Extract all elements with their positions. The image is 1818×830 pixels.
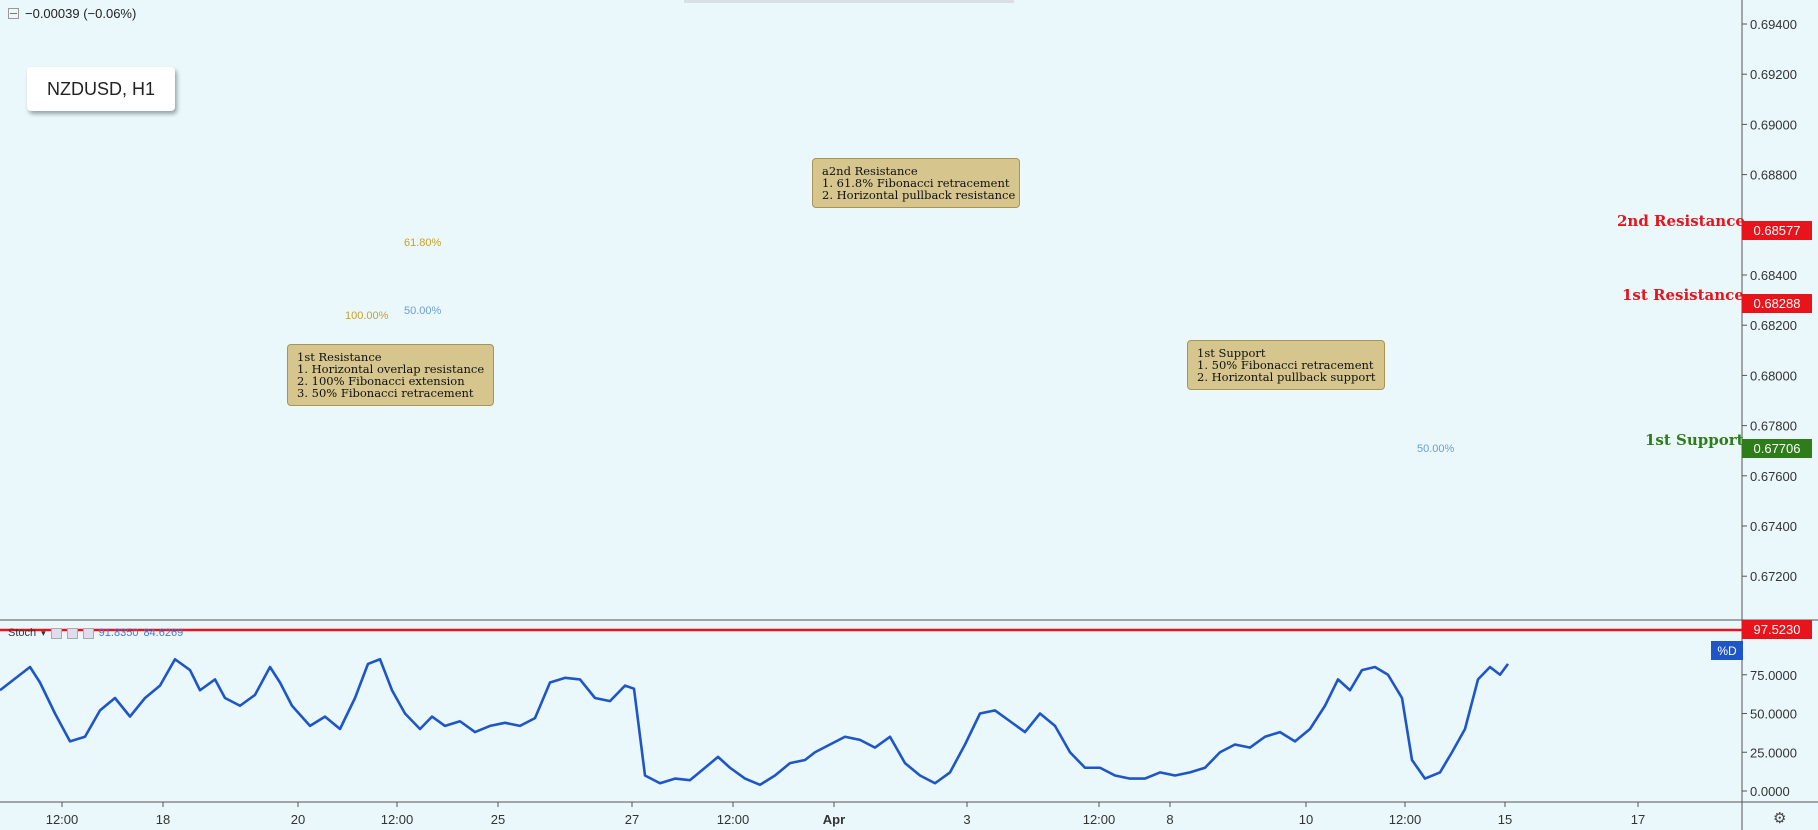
y-tick-label: 0.69200 bbox=[1750, 67, 1797, 82]
callout-line: 1st Support bbox=[1197, 346, 1266, 360]
x-tick-label: 20 bbox=[291, 812, 305, 827]
stoch-d-value: 84.6269 bbox=[143, 627, 184, 639]
stochastic-pane bbox=[0, 628, 1742, 787]
gear-icon[interactable]: ⚙ bbox=[1773, 810, 1787, 827]
callout-line: 3. 50% Fibonacci retracement bbox=[297, 386, 474, 400]
level-name-1st-resistance: 1st Resistance bbox=[1622, 286, 1744, 304]
y-tick-label: 0.67400 bbox=[1750, 519, 1797, 534]
callout-line: 1st Resistance bbox=[297, 350, 382, 364]
y-tick-label: 0.67800 bbox=[1750, 419, 1797, 434]
stoch-tick-label: 25.0000 bbox=[1750, 745, 1797, 760]
fib-label-618: 61.80% bbox=[404, 237, 442, 249]
main-pane-bg bbox=[0, 0, 1742, 618]
level-name-2nd-resistance: 2nd Resistance bbox=[1617, 212, 1745, 230]
settings-icon[interactable] bbox=[66, 627, 78, 639]
y-tick-label: 0.68400 bbox=[1750, 268, 1797, 283]
y-tick-label: 0.68800 bbox=[1750, 168, 1797, 183]
x-tick-label: 12:00 bbox=[381, 812, 414, 827]
fib-label-50-upper: 50.00% bbox=[404, 305, 442, 317]
eye-icon[interactable] bbox=[50, 627, 62, 639]
x-tick-label: Apr bbox=[823, 812, 845, 827]
callout-line: a2nd Resistance bbox=[822, 164, 918, 178]
x-tick-label: 10 bbox=[1299, 812, 1313, 827]
price-tag-1st-resistance[interactable]: 0.68288 bbox=[1742, 294, 1812, 313]
y-tick-label: 0.67200 bbox=[1750, 569, 1797, 584]
stoch-k-value: 91.8350 bbox=[98, 627, 139, 639]
y-tick-label: 0.68200 bbox=[1750, 318, 1797, 333]
stoch-d-badge[interactable]: %D bbox=[1711, 641, 1743, 660]
fib-label-50-lower: 50.00% bbox=[1417, 443, 1455, 455]
close-icon[interactable] bbox=[82, 627, 94, 639]
x-tick-label: 12:00 bbox=[46, 812, 79, 827]
symbol-label[interactable]: NZDUSD, H1 bbox=[27, 67, 175, 111]
x-tick-label: 17 bbox=[1631, 812, 1645, 827]
collapse-icon[interactable] bbox=[8, 8, 19, 19]
callout-line: 1. 61.8% Fibonacci retracement bbox=[822, 176, 1010, 190]
x-tick-label: 3 bbox=[963, 812, 970, 827]
chevron-down-icon[interactable]: ▾ bbox=[41, 627, 46, 638]
top-toolbar-strip bbox=[684, 0, 1014, 3]
stoch-tick-label: 50.0000 bbox=[1750, 707, 1797, 722]
y-tick-label: 0.69000 bbox=[1750, 117, 1797, 132]
callout-line: 2. Horizontal pullback resistance bbox=[822, 188, 1016, 202]
callout-first-support[interactable]: 1st Support 1. 50% Fibonacci retracement… bbox=[1187, 340, 1385, 390]
x-tick-label: 12:00 bbox=[1389, 812, 1422, 827]
y-tick-label: 0.69400 bbox=[1750, 17, 1797, 32]
callout-first-resistance[interactable]: 1st Resistance 1. Horizontal overlap res… bbox=[287, 344, 494, 406]
stoch-d-line bbox=[0, 657, 1510, 787]
y-tick-label: 0.67600 bbox=[1750, 469, 1797, 484]
x-tick-label: 15 bbox=[1498, 812, 1512, 827]
x-tick-label: 12:00 bbox=[717, 812, 750, 827]
fib-label-100: 100.00% bbox=[345, 310, 389, 322]
price-tag-2nd-resistance[interactable]: 0.68577 bbox=[1742, 221, 1812, 240]
callout-second-resistance[interactable]: a2nd Resistance 1. 61.8% Fibonacci retra… bbox=[812, 158, 1020, 208]
x-tick-label: 8 bbox=[1166, 812, 1173, 827]
callout-line: 1. Horizontal overlap resistance bbox=[297, 362, 485, 376]
callout-line: 2. Horizontal pullback support bbox=[1197, 370, 1376, 384]
callout-line: 1. 50% Fibonacci retracement bbox=[1197, 358, 1374, 372]
y-tick-label: 0.68000 bbox=[1750, 368, 1797, 383]
stoch-label: Stoch bbox=[8, 627, 37, 639]
header-change: −0.00039 (−0.06%) bbox=[8, 6, 136, 21]
stoch-tick-label: 75.0000 bbox=[1750, 668, 1797, 683]
x-tick-label: 12:00 bbox=[1083, 812, 1116, 827]
level-name-1st-support: 1st Support bbox=[1645, 431, 1744, 449]
stoch-tick-label: 0.0000 bbox=[1750, 784, 1790, 799]
stoch-legend: Stoch ▾ 91.8350 84.6269 bbox=[8, 627, 183, 639]
x-tick-label: 18 bbox=[156, 812, 170, 827]
callout-line: 2. 100% Fibonacci extension bbox=[297, 374, 465, 388]
x-tick-label: 27 bbox=[625, 812, 639, 827]
price-tag-1st-support[interactable]: 0.67706 bbox=[1742, 439, 1812, 458]
price-tag-stoch-level[interactable]: 97.5230 bbox=[1742, 620, 1812, 639]
price-change-text: −0.00039 (−0.06%) bbox=[25, 6, 137, 21]
x-tick-label: 25 bbox=[491, 812, 505, 827]
